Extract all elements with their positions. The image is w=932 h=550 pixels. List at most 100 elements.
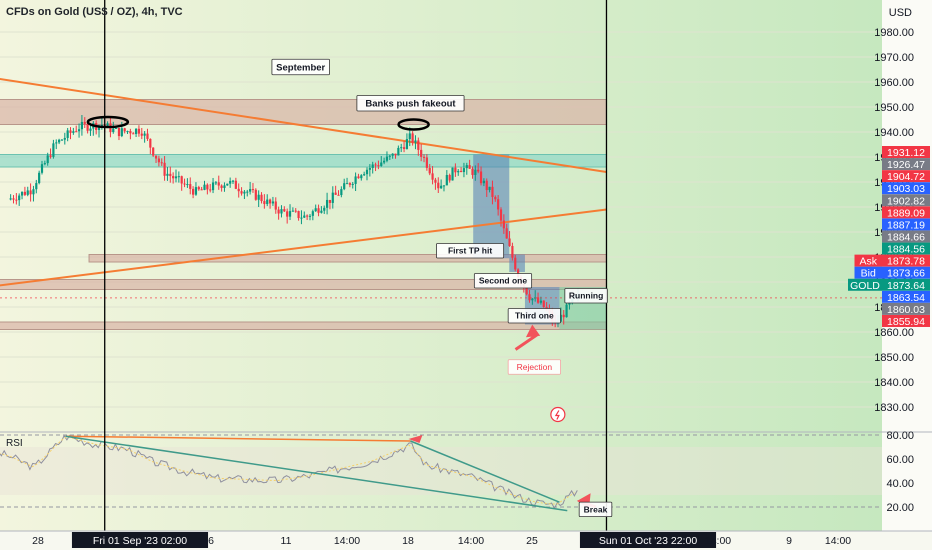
time-highlight-bg xyxy=(71,532,209,548)
candle-body xyxy=(428,167,431,174)
candle-body xyxy=(320,210,323,213)
candle-body xyxy=(40,164,44,173)
rsi-pane xyxy=(0,431,932,512)
candle-body xyxy=(20,191,24,196)
price-tick-label: 1850.00 xyxy=(874,352,914,364)
candle-body xyxy=(314,208,317,212)
price-label-bg xyxy=(882,266,930,279)
price-label-bg xyxy=(882,158,930,171)
rsi-ma-line xyxy=(0,436,575,505)
candle-body xyxy=(340,189,343,196)
price-label-bg xyxy=(882,218,930,231)
candle-body xyxy=(311,211,314,216)
candle-body xyxy=(180,176,183,184)
candle-body xyxy=(454,167,457,173)
time-tick-label: 11 xyxy=(281,535,292,547)
candle-body xyxy=(240,191,243,194)
candle-body xyxy=(402,147,406,149)
candle-body xyxy=(38,172,41,184)
candle-body xyxy=(422,156,426,158)
annotation-box xyxy=(564,288,608,304)
annotation-box xyxy=(271,58,330,76)
time-tick-label: 6 xyxy=(208,535,214,547)
candle-body xyxy=(115,128,118,130)
price-label: 1873.78 xyxy=(887,256,925,268)
candle-body xyxy=(209,189,212,191)
candle-body xyxy=(149,138,152,148)
candle-body xyxy=(397,147,400,156)
candle-body xyxy=(528,294,531,301)
price-label: 1873.64 xyxy=(887,280,925,292)
candle-body xyxy=(308,215,312,217)
price-label-bg xyxy=(882,230,930,243)
candle-body xyxy=(331,192,334,203)
price-label: 1855.94 xyxy=(887,316,925,328)
position-box xyxy=(509,254,525,272)
annotation-text: Break xyxy=(584,504,608,514)
candle-body xyxy=(32,189,35,195)
position-box xyxy=(473,154,510,259)
candle-body xyxy=(300,217,303,219)
annotations: September Banks push fakeout First TP hit S… xyxy=(271,58,613,518)
candle-body xyxy=(52,143,55,157)
candle-body xyxy=(485,180,488,191)
candle-body xyxy=(174,176,178,179)
candle-body xyxy=(539,300,543,303)
rsi-trendline xyxy=(410,440,560,503)
candle-body xyxy=(568,302,571,305)
price-label: 1860.03 xyxy=(887,304,925,316)
candles xyxy=(9,114,580,328)
candle-body xyxy=(169,173,172,177)
candle-body xyxy=(214,182,218,184)
price-tick-label: 1940.00 xyxy=(874,127,914,139)
candle-body xyxy=(471,168,474,175)
candle-body xyxy=(15,199,18,201)
annotation-text: Banks push fakeout xyxy=(365,99,456,110)
chart-title: CFDs on Gold (US$ / OZ), 4h, TVC xyxy=(6,6,183,18)
candle-body xyxy=(497,199,500,210)
candle-body xyxy=(365,169,369,175)
candle-body xyxy=(411,133,414,143)
candle-body xyxy=(211,182,215,191)
candle-body xyxy=(394,153,397,156)
candle-body xyxy=(152,147,155,156)
candle-body xyxy=(268,199,272,204)
candle-body xyxy=(100,124,103,126)
candle-body xyxy=(237,188,240,192)
price-label: 1887.19 xyxy=(887,219,925,231)
candle-body xyxy=(474,169,477,175)
candle-body xyxy=(249,189,252,192)
candle-body xyxy=(183,183,186,185)
candle-body xyxy=(9,198,12,200)
candle-body xyxy=(49,155,52,157)
candle-body xyxy=(400,147,403,149)
candle-body xyxy=(291,210,294,212)
candle-body xyxy=(434,179,437,183)
candle-body xyxy=(303,215,306,218)
candle-body xyxy=(368,167,371,170)
price-label: 1931.12 xyxy=(887,147,925,159)
candle-body xyxy=(477,169,480,172)
candle-body xyxy=(337,194,340,196)
candle-body xyxy=(254,189,257,200)
price-label-bg xyxy=(882,146,930,158)
candle-body xyxy=(274,201,277,210)
candle-body xyxy=(363,174,366,176)
candle-body xyxy=(451,167,454,181)
annotation-box xyxy=(356,95,465,112)
candle-body xyxy=(542,300,545,307)
candle-body xyxy=(565,304,568,318)
price-label: 1904.72 xyxy=(887,171,925,183)
candle-body xyxy=(491,186,494,197)
price-label-bg xyxy=(882,314,930,327)
candle-body xyxy=(112,128,115,133)
candle-body xyxy=(200,189,203,191)
swing-high-marker xyxy=(86,115,130,129)
candle-body xyxy=(371,164,374,168)
candle-body xyxy=(117,128,121,137)
candle-body xyxy=(243,191,246,194)
candle-body xyxy=(191,188,195,195)
candle-body xyxy=(297,210,300,219)
